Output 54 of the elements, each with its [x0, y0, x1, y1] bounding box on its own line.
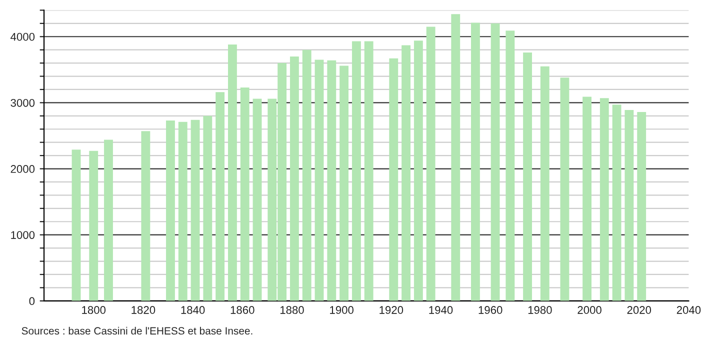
- bar: [600, 98, 609, 301]
- x-tick-label: 1860: [230, 306, 254, 314]
- bar: [178, 122, 188, 301]
- bar: [523, 52, 532, 301]
- source-note: Sources : base Cassini de l'EHESS et base Insee.: [22, 326, 252, 335]
- bar: [89, 150, 98, 301]
- x-tick-label: 1820: [132, 306, 156, 314]
- x-tick-label: 1920: [380, 306, 404, 314]
- bar: [582, 96, 592, 301]
- y-tick-label: 1000: [11, 231, 35, 239]
- y-tick-label: 3000: [10, 98, 35, 107]
- bar: [426, 26, 436, 301]
- y-tick-label: 4000: [10, 32, 35, 41]
- bar: [327, 60, 336, 301]
- bar: [637, 112, 646, 301]
- bar: [451, 14, 460, 301]
- x-tick-label: 1980: [528, 306, 552, 314]
- bar: [166, 120, 175, 301]
- bar: [540, 66, 550, 301]
- bar: [490, 23, 500, 301]
- bar: [190, 120, 200, 301]
- bar: [340, 66, 349, 301]
- x-tick-label: 1800: [82, 306, 106, 314]
- bar: [364, 41, 374, 301]
- bar: [203, 116, 212, 301]
- bar: [389, 58, 398, 301]
- bar: [302, 50, 312, 301]
- x-tick-label: 2000: [578, 306, 602, 314]
- bar: [228, 44, 237, 301]
- bar: [402, 45, 410, 301]
- x-tick-label: 1960: [478, 306, 502, 314]
- bar: [216, 92, 225, 301]
- bar: [252, 98, 262, 301]
- bar: [612, 104, 622, 301]
- x-tick-label: 1880: [280, 306, 304, 314]
- bar: [414, 40, 423, 301]
- bar: [506, 30, 515, 301]
- y-tick-label: 0: [29, 297, 35, 306]
- bar: [314, 60, 324, 301]
- bar: [352, 41, 361, 301]
- x-tick-label: 1940: [429, 306, 453, 314]
- x-tick-label: 2020: [627, 306, 652, 314]
- bar: [560, 78, 570, 301]
- bar: [72, 150, 81, 301]
- x-tick-label: 1900: [330, 306, 354, 314]
- y-tick-label: 2000: [10, 165, 35, 173]
- bar: [470, 22, 480, 301]
- bar: [104, 140, 113, 301]
- x-tick-label: 1840: [181, 306, 205, 314]
- bar: [141, 131, 150, 301]
- bar: [624, 110, 634, 301]
- bar: [240, 88, 250, 301]
- bar: [290, 56, 299, 301]
- x-tick-label: 2040: [676, 306, 701, 314]
